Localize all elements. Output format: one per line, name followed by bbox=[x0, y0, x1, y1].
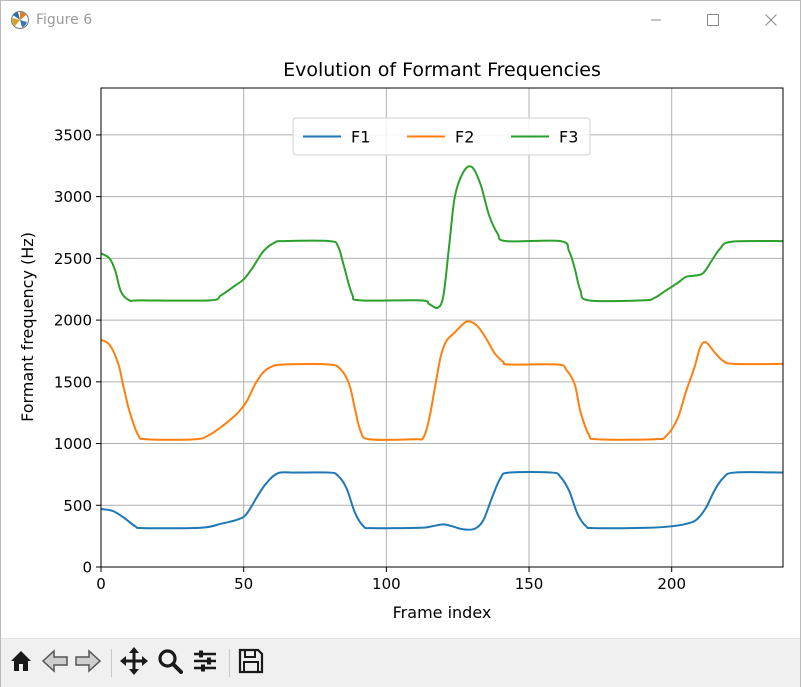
chart-title: Evolution of Formant Frequencies bbox=[283, 59, 601, 81]
title-bar[interactable]: Figure 6 bbox=[1, 1, 800, 39]
x-axis-label: Frame index bbox=[393, 603, 492, 622]
y-tick-label: 0 bbox=[82, 559, 92, 577]
legend-label-f1: F1 bbox=[351, 128, 370, 147]
zoom-button[interactable] bbox=[154, 647, 186, 679]
series-lines bbox=[101, 165, 783, 531]
x-tick-label: 0 bbox=[96, 575, 106, 593]
navigation-toolbar bbox=[1, 638, 800, 687]
forward-arrow-icon bbox=[74, 648, 102, 678]
figure-canvas[interactable]: Evolution of Formant Frequencies 0 50 100 1… bbox=[1, 39, 800, 636]
y-tick-label: 3000 bbox=[54, 188, 92, 206]
y-tick-label: 2000 bbox=[54, 312, 92, 330]
y-tick-label: 1000 bbox=[54, 435, 92, 453]
configure-subplots-icon bbox=[192, 648, 218, 678]
zoom-icon bbox=[157, 648, 183, 678]
legend-label-f3: F3 bbox=[559, 128, 578, 147]
toolbar-separator bbox=[111, 649, 112, 677]
x-tick-label: 100 bbox=[372, 575, 401, 593]
y-tick-label: 1500 bbox=[54, 373, 92, 391]
minimize-button[interactable] bbox=[628, 1, 684, 39]
forward-button[interactable] bbox=[72, 647, 104, 679]
home-button[interactable] bbox=[5, 647, 37, 679]
series-line-f2 bbox=[101, 320, 783, 441]
toolbar-separator bbox=[229, 649, 230, 677]
configure-subplots-button[interactable] bbox=[189, 647, 221, 679]
close-icon bbox=[765, 14, 777, 26]
pan-button[interactable] bbox=[118, 647, 150, 679]
y-axis-label: Formant frequency (Hz) bbox=[18, 232, 37, 422]
back-arrow-icon bbox=[41, 648, 69, 678]
y-tick-label: 500 bbox=[63, 497, 92, 515]
series-line-f3 bbox=[101, 165, 783, 310]
maximize-button[interactable] bbox=[685, 1, 741, 39]
save-button[interactable] bbox=[235, 647, 267, 679]
home-icon bbox=[8, 648, 34, 678]
x-tick-label: 150 bbox=[515, 575, 544, 593]
legend-label-f2: F2 bbox=[455, 128, 474, 147]
close-button[interactable] bbox=[743, 1, 799, 39]
series-line-f1 bbox=[101, 470, 783, 531]
y-tick-label: 3500 bbox=[54, 126, 92, 144]
minimize-icon bbox=[650, 14, 662, 26]
formant-chart: Evolution of Formant Frequencies 0 50 100 1… bbox=[18, 59, 784, 622]
x-tick-label: 200 bbox=[657, 575, 686, 593]
window-title: Figure 6 bbox=[36, 12, 93, 28]
pan-icon bbox=[120, 647, 148, 679]
axes-frame bbox=[100, 87, 784, 568]
grid-lines bbox=[100, 88, 783, 568]
legend: F1 F2 F3 bbox=[292, 117, 591, 156]
x-tick-label: 50 bbox=[234, 575, 253, 593]
save-icon bbox=[238, 648, 264, 678]
maximize-icon bbox=[707, 14, 719, 26]
y-tick-label: 2500 bbox=[54, 250, 92, 268]
back-button[interactable] bbox=[39, 647, 71, 679]
matplotlib-icon bbox=[10, 10, 30, 30]
